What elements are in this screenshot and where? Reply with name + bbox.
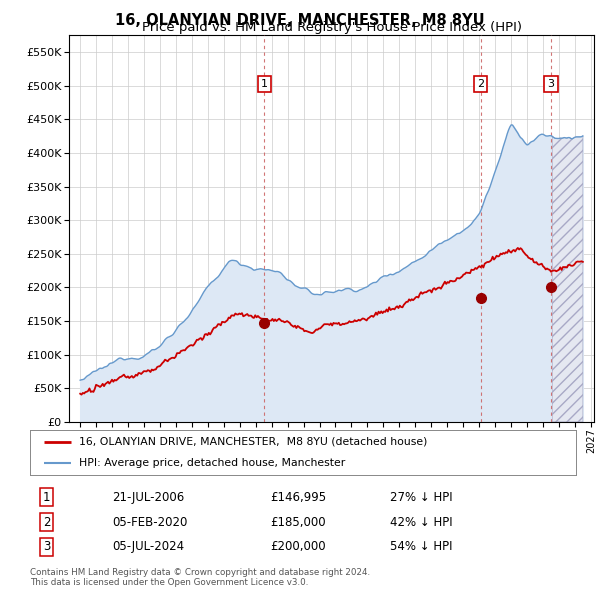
Text: £200,000: £200,000: [270, 540, 326, 553]
Text: £146,995: £146,995: [270, 491, 326, 504]
Text: 42% ↓ HPI: 42% ↓ HPI: [391, 516, 453, 529]
Text: 54% ↓ HPI: 54% ↓ HPI: [391, 540, 453, 553]
Text: 16, OLANYIAN DRIVE, MANCHESTER,  M8 8YU (detached house): 16, OLANYIAN DRIVE, MANCHESTER, M8 8YU (…: [79, 437, 428, 447]
Title: Price paid vs. HM Land Registry's House Price Index (HPI): Price paid vs. HM Land Registry's House …: [142, 21, 521, 34]
Text: 2: 2: [43, 516, 50, 529]
Text: 16, OLANYIAN DRIVE, MANCHESTER, M8 8YU: 16, OLANYIAN DRIVE, MANCHESTER, M8 8YU: [115, 13, 485, 28]
Text: 1: 1: [43, 491, 50, 504]
Text: 27% ↓ HPI: 27% ↓ HPI: [391, 491, 453, 504]
Text: 2: 2: [477, 78, 484, 88]
Text: 3: 3: [43, 540, 50, 553]
Text: £185,000: £185,000: [270, 516, 326, 529]
Text: 05-FEB-2020: 05-FEB-2020: [112, 516, 187, 529]
Text: 1: 1: [261, 78, 268, 88]
Text: Contains HM Land Registry data © Crown copyright and database right 2024.
This d: Contains HM Land Registry data © Crown c…: [30, 568, 370, 587]
Text: 05-JUL-2024: 05-JUL-2024: [112, 540, 184, 553]
Text: HPI: Average price, detached house, Manchester: HPI: Average price, detached house, Manc…: [79, 458, 346, 468]
Text: 3: 3: [548, 78, 554, 88]
Text: 21-JUL-2006: 21-JUL-2006: [112, 491, 184, 504]
